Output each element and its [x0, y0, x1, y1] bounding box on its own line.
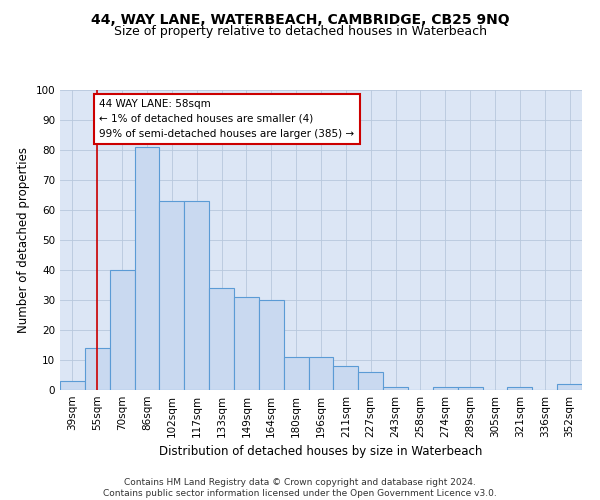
Bar [458, 387, 482, 390]
Bar [85, 348, 110, 390]
Text: Distribution of detached houses by size in Waterbeach: Distribution of detached houses by size … [160, 444, 482, 458]
Text: Size of property relative to detached houses in Waterbeach: Size of property relative to detached ho… [113, 25, 487, 38]
Bar [383, 387, 408, 390]
Bar [234, 297, 259, 390]
Bar [184, 201, 209, 390]
Text: 44 WAY LANE: 58sqm
← 1% of detached houses are smaller (4)
99% of semi-detached : 44 WAY LANE: 58sqm ← 1% of detached hous… [99, 99, 355, 138]
Text: Contains HM Land Registry data © Crown copyright and database right 2024.
Contai: Contains HM Land Registry data © Crown c… [103, 478, 497, 498]
Bar [134, 147, 160, 390]
Bar [508, 387, 532, 390]
Bar [60, 381, 85, 390]
Bar [433, 387, 458, 390]
Bar [284, 357, 308, 390]
Text: 44, WAY LANE, WATERBEACH, CAMBRIDGE, CB25 9NQ: 44, WAY LANE, WATERBEACH, CAMBRIDGE, CB2… [91, 12, 509, 26]
Bar [110, 270, 134, 390]
Bar [160, 201, 184, 390]
Bar [557, 384, 582, 390]
Bar [358, 372, 383, 390]
Bar [308, 357, 334, 390]
Bar [334, 366, 358, 390]
Bar [259, 300, 284, 390]
Bar [209, 288, 234, 390]
Y-axis label: Number of detached properties: Number of detached properties [17, 147, 30, 333]
